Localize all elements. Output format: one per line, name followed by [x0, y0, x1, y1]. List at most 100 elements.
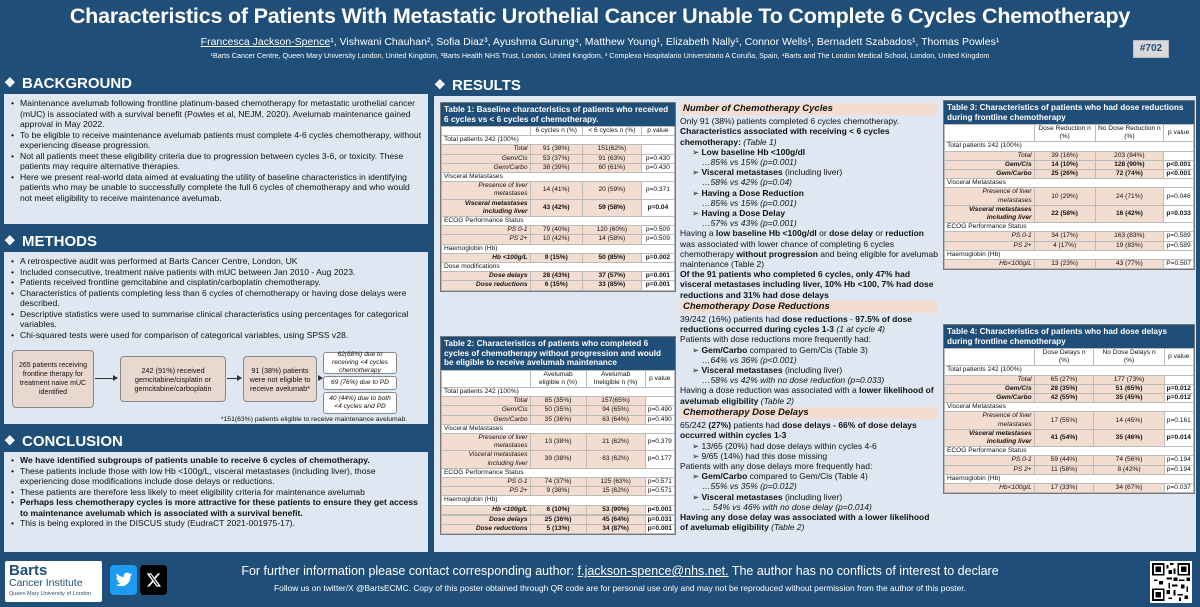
background-panel: Maintenance avelumab following frontline…: [4, 94, 428, 224]
cell-value: 13 (23%): [1033, 259, 1096, 270]
row-label: Visceral metastases including liver: [944, 428, 1035, 448]
background-item: To be eligible to receive maintenance av…: [10, 130, 422, 151]
p-value: p=0.033: [1163, 204, 1194, 224]
cell-value: 16 (42%): [1094, 204, 1165, 224]
flow-arrow: [95, 375, 118, 381]
table-row: Presence of liver metastases 14 (41%) 20 (…: [441, 181, 676, 200]
table2: Table 2: Characteristics of patients who…: [440, 336, 676, 536]
text-p1: Only 91 (38%) patients completed 6 cycle…: [680, 116, 900, 127]
p-value: p=0.571: [644, 476, 676, 488]
table-row: Presence of liver metastases 10 (29%) 24 (…: [944, 187, 1194, 206]
p-value: p=0.177: [644, 450, 676, 469]
header: Characteristics of Patients With Metasta…: [0, 0, 1200, 66]
cell-value: 128 (90%): [1094, 159, 1165, 171]
methods-item: Characteristics of patients completing l…: [10, 288, 422, 309]
cell-value: 85 (35%): [529, 396, 587, 407]
text-p6: Having a dose reduction was associated w…: [680, 385, 934, 406]
table-row: Total patients 242 (100%): [944, 365, 1194, 376]
table-row: Dose delays 25 (36%) 45 (64%) p=0.031: [441, 514, 676, 525]
conclusion-panel: We have identified subgroups of patients…: [4, 452, 428, 552]
table-row: Total patients 242 (100%): [441, 135, 675, 146]
cell-value: 14 (41%): [529, 181, 583, 200]
finding-gemcarbo-stat: …64% vs 36% (p<0.001): [702, 354, 797, 365]
flow-box-received: 242 (91%) received gemcitabine/cisplatin…: [120, 356, 226, 402]
table-row: Hb<100g/L 17 (33%) 34 (67%) p=0.037: [944, 483, 1195, 494]
table-row: Haemoglobin (Hb): [944, 249, 1194, 261]
finding-visceral-2: Visceral metastases (including liver): [680, 365, 938, 375]
affiliations: ¹Barts Cancer Centre, Queen Mary Univers…: [210, 51, 990, 60]
x-logo-icon[interactable]: [140, 565, 167, 595]
cell-value: 28 (43%): [529, 271, 583, 282]
column-header: 6 cycles n (%): [529, 125, 583, 137]
cell-value: 19 (83%): [1094, 240, 1165, 251]
results-heading: ❖ RESULTS: [434, 76, 934, 94]
row-label: Hb <100g/L: [441, 252, 531, 264]
background-heading: ❖ BACKGROUND: [4, 74, 428, 92]
conclusion-list: We have identified subgroups of patients…: [10, 455, 422, 529]
conclusion-heading: ❖ CONCLUSION: [4, 432, 428, 450]
section-label: Total patients 242 (100%): [441, 135, 675, 146]
section-label: Visceral Metastases: [944, 402, 1194, 413]
cell-value: 13 (38%): [529, 432, 587, 452]
row-label: Gem/Cis: [441, 405, 531, 416]
table-row: Visceral metastases including liver 43 (4…: [441, 198, 676, 218]
methods-item: Descriptive statistics were used to summ…: [10, 309, 422, 330]
cell-value: 50 (35%): [529, 405, 587, 416]
table-row: PS 2+ 9 (38%) 15 (62%) p=0.571: [441, 486, 676, 497]
table-row: Haemoglobin (Hb): [944, 473, 1194, 485]
section-label: ECOG Performance Status: [441, 216, 675, 227]
text-p1b: Characteristics associated with receivin…: [680, 126, 890, 147]
corresponding-author[interactable]: Francesca Jackson-Spence: [200, 36, 331, 48]
p-value: [644, 396, 676, 407]
cell-value: 177 (73%): [1093, 374, 1165, 385]
section-label: ECOG Performance Status: [944, 446, 1194, 457]
twitter-icon[interactable]: [110, 565, 137, 595]
finding-dose-delay-stat: …57% vs 43% (p=0.001): [702, 218, 797, 229]
text-p7: 65/242 (27%) patients had dose delays - …: [680, 420, 917, 441]
double-chevron-icon: ❖: [4, 433, 16, 448]
p-value: p=0.194: [1163, 464, 1195, 475]
p-value: [1163, 150, 1194, 161]
cell-value: 25 (36%): [529, 514, 587, 525]
section-label: Visceral Metastases: [441, 172, 675, 183]
delay-sub-1: 13/65 (20%) had dose delays within cycle…: [680, 441, 938, 451]
table-row: PS 2+ 4 (17%) 19 (83%) p=0.589: [944, 240, 1194, 251]
cell-value: 41 (54%): [1033, 428, 1095, 448]
cell-value: 163 (83%): [1094, 231, 1165, 242]
p-value: p=0.002: [640, 252, 676, 264]
table-row: Gem/Carbo 25 (26%) 72 (74%) p<0.001: [944, 169, 1194, 180]
conclusion-item: This is being explored in the DISCUS stu…: [10, 518, 422, 529]
p-value: p<0.001: [1163, 159, 1194, 171]
contact-email-link[interactable]: f.jackson-spence@nhs.net.: [577, 564, 729, 578]
cell-value: 50 (85%): [581, 252, 642, 264]
section-label: Total patients 242 (100%): [944, 141, 1194, 152]
barts-logo: Barts Cancer Institute Queen Mary Univer…: [5, 561, 102, 602]
qr-code[interactable]: [1150, 561, 1192, 603]
p-value: P=0.507: [1163, 259, 1194, 270]
table-row: Dose reductions 6 (15%) 33 (85%) p=0.001: [441, 280, 676, 291]
cell-value: 35 (36%): [529, 414, 587, 425]
finding-gemcarbo: Gem/Carbo compared to Gem/Cis (Table 3): [680, 345, 938, 355]
p-value: p=0.046: [1163, 187, 1194, 206]
row-label: PS 0-1: [944, 231, 1035, 242]
row-label: Hb<100g/L: [944, 483, 1035, 494]
cell-value: 35 (45%): [1093, 393, 1165, 404]
p-value: p=0.589: [1163, 231, 1194, 242]
cell-value: 203 (84%): [1094, 150, 1165, 161]
cell-value: 94 (65%): [585, 405, 646, 416]
row-label: PS 2+: [441, 486, 531, 497]
cell-value: 43 (42%): [529, 198, 583, 218]
table-row: ECOG Performance Status: [441, 216, 675, 227]
table-row: Visceral Metastases: [441, 423, 675, 434]
finding-visceral-2-stat: …58% vs 42% with no dose reduction (p=0.…: [702, 375, 885, 386]
row-label: Visceral metastases including liver: [441, 198, 531, 218]
table1-grid: 6 cycles n (%) < 6 cycles n (%) p value Tot…: [441, 125, 676, 291]
cell-value: 38 (39%): [529, 162, 583, 174]
table-row: ECOG Performance Status: [944, 446, 1194, 457]
row-label: Visceral metastases including liver: [944, 204, 1035, 224]
cell-value: 151(62%): [581, 144, 642, 155]
table-row: Visceral metastases including liver 39 (3…: [441, 450, 676, 469]
row-label: Dose delays: [441, 271, 531, 282]
column-header: No Dose Delays n (%): [1093, 347, 1165, 367]
row-label: Dose reductions: [441, 280, 531, 291]
